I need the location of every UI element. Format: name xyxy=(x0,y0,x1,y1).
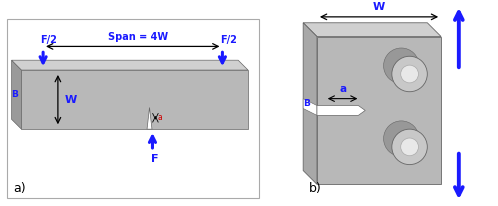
Text: B: B xyxy=(303,99,310,108)
Text: F: F xyxy=(151,154,158,164)
Circle shape xyxy=(401,138,418,156)
Text: Span = 4W: Span = 4W xyxy=(108,33,168,42)
Circle shape xyxy=(392,56,427,92)
Circle shape xyxy=(383,121,419,156)
Text: W: W xyxy=(373,2,385,12)
Text: a: a xyxy=(339,84,346,94)
Text: F/2: F/2 xyxy=(40,35,57,46)
Text: F/2: F/2 xyxy=(221,35,238,46)
Text: b): b) xyxy=(309,182,322,195)
Text: a: a xyxy=(157,113,162,122)
Text: a): a) xyxy=(13,182,26,195)
Polygon shape xyxy=(21,70,248,129)
Text: B: B xyxy=(11,90,18,99)
Polygon shape xyxy=(303,23,317,184)
Polygon shape xyxy=(317,36,441,184)
Circle shape xyxy=(401,65,418,83)
Text: W: W xyxy=(65,95,77,105)
Polygon shape xyxy=(317,105,365,115)
Circle shape xyxy=(392,129,427,165)
Circle shape xyxy=(383,48,419,83)
Bar xyxy=(6,19,259,198)
Polygon shape xyxy=(303,23,441,36)
Polygon shape xyxy=(11,60,248,70)
Polygon shape xyxy=(303,99,317,115)
Polygon shape xyxy=(147,108,152,129)
Polygon shape xyxy=(11,60,21,129)
